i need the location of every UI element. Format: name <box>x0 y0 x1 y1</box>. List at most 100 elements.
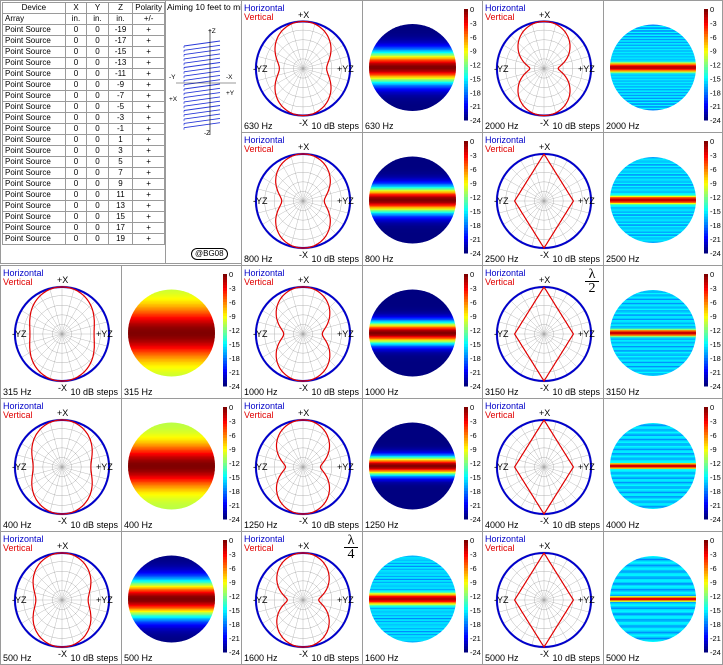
heat-band <box>369 226 456 229</box>
heat-band <box>610 490 696 493</box>
heat-band <box>610 46 696 49</box>
heat-band <box>369 68 456 71</box>
colorbar-tick: -12 <box>470 61 481 70</box>
heat-band <box>610 441 696 444</box>
colorbar-tick: -3 <box>229 284 236 293</box>
axis-plus-x: +X <box>298 275 310 285</box>
heat-band <box>128 362 215 365</box>
colorbar-tick: -24 <box>710 648 721 657</box>
heat-band <box>128 502 215 505</box>
heat-band <box>610 64 696 67</box>
colorbar-tick: -24 <box>470 515 481 524</box>
heat-band <box>369 200 456 203</box>
heat-band <box>610 560 696 563</box>
array-element <box>183 49 221 56</box>
heat-band <box>610 450 696 453</box>
heat-band <box>128 455 215 458</box>
heat-band <box>369 484 456 487</box>
heat-band <box>369 497 456 500</box>
heat-band <box>128 632 215 635</box>
colorbar-tick: -6 <box>229 564 236 573</box>
heat-band <box>610 48 696 51</box>
colorbar-tick: -21 <box>470 235 481 244</box>
frequency-label: 5000 Hz <box>606 653 640 663</box>
heat-band <box>369 83 456 86</box>
legend-vertical: Vertical <box>244 12 274 22</box>
vertical-trace <box>29 286 95 382</box>
colorbar-tick: -15 <box>470 473 481 482</box>
heat-band <box>369 314 456 317</box>
colorbar-tick: -15 <box>229 340 240 349</box>
legend-horizontal: Horizontal <box>244 401 285 411</box>
heat-band <box>369 76 456 79</box>
heat-band <box>369 236 456 239</box>
heat-band <box>610 302 696 305</box>
table-cell: + <box>132 123 165 135</box>
polar-plot <box>13 551 111 649</box>
colorbar-tick: -9 <box>470 445 477 454</box>
heat-band <box>610 373 696 376</box>
colorbar-tick: -3 <box>710 151 717 160</box>
table-cell: + <box>132 222 165 234</box>
heat-band <box>610 35 696 38</box>
table-cell: + <box>132 211 165 223</box>
heat-band <box>610 629 696 632</box>
heat-band <box>369 636 456 639</box>
heat-band <box>369 160 456 163</box>
heat-band <box>369 559 456 562</box>
polar-plot <box>254 152 352 250</box>
heat-band <box>369 437 456 440</box>
heat-band <box>369 460 456 463</box>
heat-band <box>369 105 456 108</box>
heat-band <box>128 620 215 623</box>
heat-band <box>369 210 456 213</box>
heat-band <box>369 175 456 178</box>
table-cell: 15 <box>107 211 134 223</box>
heat-band <box>369 48 456 51</box>
heatmap-bands <box>610 556 696 642</box>
table-cell: + <box>132 134 165 146</box>
balloon-heatmap: 0 -3 -6 -9 -12 -15 -18 -21 -24 <box>369 137 481 258</box>
heat-band <box>610 179 696 182</box>
heat-band <box>369 375 456 377</box>
heat-band <box>128 556 215 559</box>
heat-band <box>128 601 215 604</box>
heat-band <box>369 435 456 438</box>
heat-band <box>128 350 215 353</box>
frequency-label: 500 Hz <box>124 653 153 663</box>
colorbar-tick: -3 <box>470 417 477 426</box>
heat-band <box>369 171 456 174</box>
heat-band <box>369 574 456 577</box>
colorbar: 0 -3 -6 -9 -12 -15 -18 -21 -24 <box>223 403 240 524</box>
heat-band <box>128 625 215 628</box>
frequency-label: 4000 Hz <box>606 520 640 530</box>
heat-band <box>369 432 456 435</box>
table-cell: + <box>132 156 165 168</box>
heat-band <box>369 66 456 69</box>
heat-band <box>610 210 696 213</box>
colorbar-tick: -21 <box>229 368 240 377</box>
heat-band <box>369 186 456 189</box>
heat-band <box>128 613 215 616</box>
legend-vertical: Vertical <box>485 277 515 287</box>
heat-band <box>610 343 696 346</box>
colorbar-tick: -15 <box>470 340 481 349</box>
legend-vertical: Vertical <box>244 543 274 553</box>
heat-band <box>369 26 456 29</box>
heat-band <box>128 372 215 375</box>
colorbar-tick: -9 <box>470 312 477 321</box>
table-cell: 0 <box>86 134 109 146</box>
colorbar: 0 -3 -6 -9 -12 -15 -18 -21 -24 <box>464 536 481 657</box>
heat-band <box>128 567 215 570</box>
heat-band <box>610 107 696 110</box>
heat-band <box>369 41 456 44</box>
heat-band <box>128 337 215 340</box>
array-element <box>183 96 221 103</box>
frequency-label: 800 Hz <box>365 254 394 264</box>
table-cell: 0 <box>64 189 88 201</box>
heat-band <box>610 318 696 321</box>
heat-band <box>369 57 456 60</box>
colorbar-tick: 0 <box>470 137 474 146</box>
colorbar-tick: -18 <box>229 487 240 496</box>
heat-band <box>369 477 456 480</box>
